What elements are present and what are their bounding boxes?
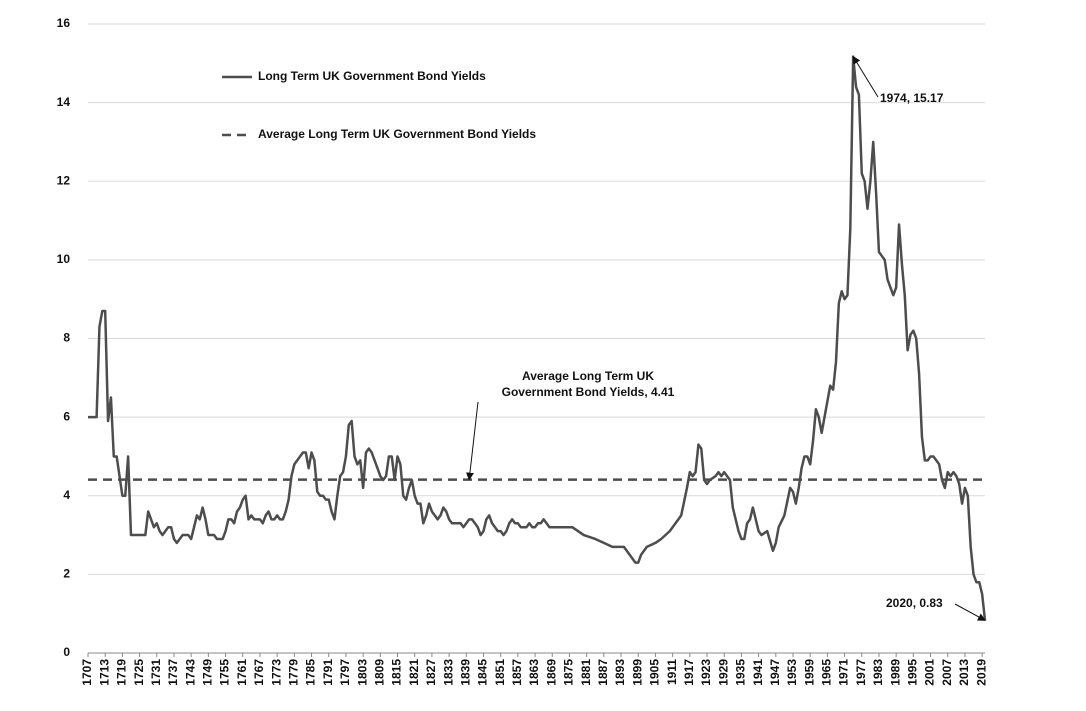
x-tick-label: 1917: [682, 659, 696, 686]
x-tick-label: 2019: [974, 659, 988, 686]
annotation-arrow: [852, 55, 879, 98]
x-tick-label: 1995: [906, 659, 920, 686]
x-tick-label: 1851: [493, 659, 507, 686]
x-tick-label: 1833: [441, 659, 455, 686]
x-tick-label: 1899: [630, 659, 644, 686]
x-tick-label: 1785: [304, 659, 318, 686]
x-tick-label: 1887: [596, 659, 610, 686]
x-tick-label: 1953: [785, 659, 799, 686]
x-tick-label: 1869: [544, 659, 558, 686]
x-tick-label: 1941: [751, 659, 765, 686]
x-tick-label: 1971: [837, 659, 851, 686]
x-tick-label: 1947: [768, 659, 782, 686]
x-tick-label: 1857: [510, 659, 524, 686]
x-tick-label: 1935: [734, 659, 748, 686]
y-tick-label: 14: [57, 95, 71, 109]
x-tick-label: 1803: [355, 659, 369, 686]
x-tick-label: 1815: [390, 659, 404, 686]
x-tick-label: 1707: [80, 659, 94, 686]
x-tick-label: 1755: [218, 659, 232, 686]
x-tick-label: 2007: [940, 659, 954, 686]
x-tick-label: 1881: [579, 659, 593, 686]
y-tick-label: 4: [63, 488, 70, 502]
annotation-arrow: [465, 401, 479, 481]
x-tick-label: 1773: [269, 659, 283, 686]
x-tick-label: 1893: [613, 659, 627, 686]
x-tick-label: 1809: [372, 659, 386, 686]
y-tick-label: 6: [63, 409, 70, 423]
y-tick-label: 16: [57, 16, 71, 30]
annotation-arrow: [954, 603, 986, 621]
x-tick-label: 1977: [854, 659, 868, 686]
x-tick-label: 1761: [235, 659, 249, 686]
x-tick-label: 1749: [201, 659, 215, 686]
x-tick-label: 2013: [957, 659, 971, 686]
x-tick-label: 1875: [562, 659, 576, 686]
x-tick-label: 1791: [321, 659, 335, 686]
legend-label: Average Long Term UK Government Bond Yie…: [258, 127, 536, 141]
x-tick-label: 1983: [871, 659, 885, 686]
annotation-text: Average Long Term UK: [522, 369, 654, 383]
legend-label: Long Term UK Government Bond Yields: [258, 69, 486, 83]
x-tick-label: 1959: [802, 659, 816, 686]
x-tick-label: 1737: [166, 659, 180, 686]
x-tick-label: 1845: [476, 659, 490, 686]
x-tick-label: 1923: [699, 659, 713, 686]
x-tick-label: 1713: [97, 659, 111, 686]
annotation-text: 2020, 0.83: [886, 596, 943, 610]
x-tick-label: 1731: [149, 659, 163, 686]
x-tick-label: 1719: [115, 659, 129, 686]
x-tick-label: 1929: [716, 659, 730, 686]
x-tick-label: 1989: [888, 659, 902, 686]
x-tick-label: 1743: [183, 659, 197, 686]
x-tick-label: 1821: [407, 659, 421, 686]
x-tick-label: 1863: [527, 659, 541, 686]
x-tick-label: 1827: [424, 659, 438, 686]
y-tick-label: 8: [63, 331, 70, 345]
y-tick-label: 2: [63, 567, 70, 581]
annotation-text: 1974, 15.17: [880, 91, 944, 105]
annotation-text: Government Bond Yields, 4.41: [502, 385, 675, 399]
x-tick-label: 1911: [665, 659, 679, 685]
x-tick-label: 1725: [132, 659, 146, 686]
x-tick-label: 1767: [252, 659, 266, 686]
x-tick-label: 1839: [458, 659, 472, 686]
x-tick-label: 1797: [338, 659, 352, 686]
x-tick-label: 1779: [287, 659, 301, 686]
y-tick-label: 10: [57, 252, 71, 266]
yield-line: [88, 55, 987, 621]
x-tick-label: 1965: [820, 659, 834, 686]
x-tick-label: 1905: [648, 659, 662, 686]
y-tick-label: 0: [63, 645, 70, 659]
y-tick-label: 12: [57, 173, 71, 187]
x-tick-label: 2001: [923, 659, 937, 686]
